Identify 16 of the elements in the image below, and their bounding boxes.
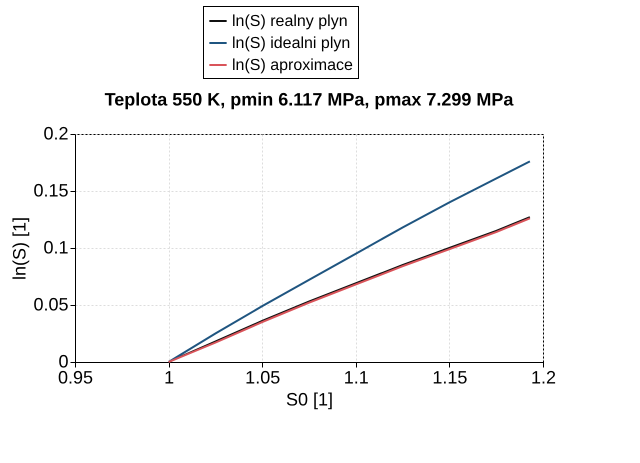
- x-tick-label: 1.15: [432, 368, 468, 388]
- y-tick-label: 0.1: [43, 238, 68, 258]
- legend-label: ln(S) idealni plyn: [232, 35, 350, 52]
- x-tick-label: 1.05: [245, 368, 280, 388]
- y-tick-label: 0.05: [33, 294, 68, 314]
- y-axis-title: ln(S) [1]: [9, 216, 30, 280]
- x-tick-label: 1: [164, 368, 174, 388]
- x-axis-title: S0 [1]: [286, 390, 334, 410]
- legend-label: ln(S) realny plyn: [232, 13, 348, 30]
- legend-label: ln(S) aproximace: [232, 57, 354, 74]
- x-tick-label: 1.1: [344, 368, 369, 388]
- y-tick-label: 0.15: [33, 180, 68, 200]
- y-tick-label: 0.2: [43, 124, 68, 144]
- line-series: [168, 160, 531, 363]
- chart-title: Teplota 550 K, pmin 6.117 MPa, pmax 7.299 MPa: [104, 90, 514, 110]
- x-tick-label: 1.2: [530, 368, 556, 388]
